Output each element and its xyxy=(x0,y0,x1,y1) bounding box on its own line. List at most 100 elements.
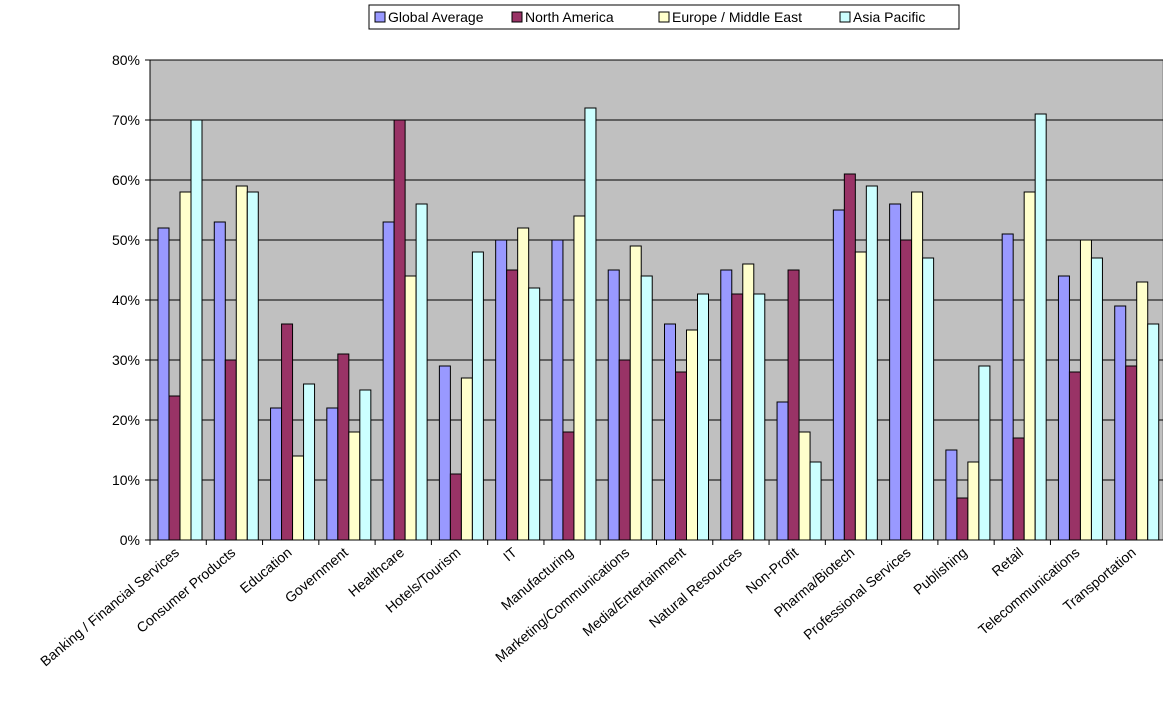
bar-europe-middle-east-6 xyxy=(517,227,530,541)
bar-europe-middle-east-10 xyxy=(742,263,755,541)
x-category-label: Telecommunications xyxy=(975,544,1082,638)
x-category-label: Media/Entertainment xyxy=(579,544,688,639)
bar-global-average-10 xyxy=(720,269,733,541)
bar-north-america-1 xyxy=(224,359,237,541)
bar-europe-middle-east-0 xyxy=(179,191,192,541)
bar-europe-middle-east-1 xyxy=(235,185,248,541)
bar-europe-middle-east-11 xyxy=(798,431,811,541)
bar-north-america-16 xyxy=(1068,371,1081,541)
bar-north-america-5 xyxy=(449,473,462,541)
bar-global-average-15 xyxy=(1001,233,1014,541)
bar-global-average-2 xyxy=(270,407,283,541)
chart-legend: Global Average North America Europe / Midd… xyxy=(368,4,960,30)
bar-global-average-11 xyxy=(776,401,789,541)
bar-global-average-9 xyxy=(664,323,676,541)
legend-swatch xyxy=(374,11,386,23)
bar-north-america-10 xyxy=(731,293,744,541)
x-category-label: Publishing xyxy=(910,544,970,598)
bar-europe-middle-east-5 xyxy=(460,377,473,541)
bar-north-america-3 xyxy=(337,353,350,541)
bar-asia-pacific-7 xyxy=(584,107,597,541)
bar-asia-pacific-13 xyxy=(922,257,935,541)
bar-north-america-6 xyxy=(506,269,519,541)
y-tick-label: 30% xyxy=(112,352,140,368)
gridlines xyxy=(150,59,1163,481)
bar-europe-middle-east-14 xyxy=(967,461,980,541)
x-category-label: Education xyxy=(237,544,295,596)
y-tick-label: 50% xyxy=(112,232,140,248)
bar-europe-middle-east-17 xyxy=(1136,281,1149,541)
bar-europe-middle-east-2 xyxy=(292,455,305,541)
bar-asia-pacific-14 xyxy=(978,365,991,541)
y-tick-label: 10% xyxy=(112,472,140,488)
y-tick-label: 20% xyxy=(112,412,140,428)
bar-north-america-11 xyxy=(787,269,800,541)
bar-north-america-12 xyxy=(843,173,856,541)
bar-north-america-9 xyxy=(675,371,687,541)
bar-global-average-6 xyxy=(495,239,508,541)
x-category-label: Natural Resources xyxy=(646,544,745,631)
bar-asia-pacific-6 xyxy=(528,287,541,541)
x-category-label: IT xyxy=(500,544,520,565)
y-tick-label: 70% xyxy=(112,112,140,128)
bar-europe-middle-east-15 xyxy=(1023,191,1036,541)
bar-asia-pacific-2 xyxy=(303,383,316,541)
bar-global-average-1 xyxy=(213,221,226,541)
legend-swatch xyxy=(839,11,851,23)
bar-global-average-5 xyxy=(438,365,451,541)
bar-asia-pacific-0 xyxy=(190,119,203,541)
bar-europe-middle-east-12 xyxy=(854,251,867,541)
bar-north-america-17 xyxy=(1125,365,1138,541)
bar-north-america-14 xyxy=(956,497,969,541)
bar-europe-middle-east-9 xyxy=(686,329,698,541)
bar-north-america-8 xyxy=(618,359,631,541)
bar-asia-pacific-8 xyxy=(640,275,653,541)
bar-asia-pacific-1 xyxy=(246,191,259,541)
bar-asia-pacific-12 xyxy=(865,185,878,541)
bar-asia-pacific-15 xyxy=(1034,113,1047,541)
bar-europe-middle-east-3 xyxy=(348,431,361,541)
bar-asia-pacific-17 xyxy=(1147,323,1160,541)
bar-asia-pacific-5 xyxy=(471,251,484,541)
y-tick-label: 80% xyxy=(112,52,140,68)
bar-global-average-17 xyxy=(1114,305,1127,541)
legend-swatch xyxy=(658,11,670,23)
bar-global-average-13 xyxy=(889,203,902,541)
legend-swatch xyxy=(511,11,523,23)
legend-label: North America xyxy=(525,9,614,25)
bar-europe-middle-east-4 xyxy=(404,275,417,541)
y-tick-label: 40% xyxy=(112,292,140,308)
legend-label: Global Average xyxy=(388,9,484,25)
bar-global-average-7 xyxy=(551,239,564,541)
bar-asia-pacific-11 xyxy=(809,461,822,541)
y-tick-label: 60% xyxy=(112,172,140,188)
bar-global-average-3 xyxy=(326,407,339,541)
bar-global-average-4 xyxy=(382,221,395,541)
bar-europe-middle-east-13 xyxy=(911,191,924,541)
y-axis-ticks: 0% 10% 20% 30% 40% 50% 60% 70% 80% xyxy=(112,52,150,548)
bar-asia-pacific-3 xyxy=(359,389,372,541)
x-category-label: Retail xyxy=(989,544,1027,579)
x-category-label: Consumer Products xyxy=(133,544,238,636)
legend-label: Europe / Middle East xyxy=(672,9,802,25)
x-category-label: Professional Services xyxy=(800,544,913,643)
bar-north-america-13 xyxy=(900,239,913,541)
bar-europe-middle-east-8 xyxy=(629,245,642,541)
bar-europe-middle-east-16 xyxy=(1079,239,1092,541)
bar-asia-pacific-10 xyxy=(753,293,766,541)
bar-asia-pacific-4 xyxy=(415,203,428,541)
bar-global-average-12 xyxy=(832,209,845,541)
bar-north-america-0 xyxy=(168,395,181,541)
bar-asia-pacific-9 xyxy=(697,293,709,541)
bar-north-america-7 xyxy=(562,431,575,541)
bar-global-average-8 xyxy=(607,269,620,541)
bar-north-america-4 xyxy=(393,119,406,541)
legend-label: Asia Pacific xyxy=(853,9,925,25)
bar-north-america-15 xyxy=(1012,437,1025,541)
bar-europe-middle-east-7 xyxy=(573,215,586,541)
bar-north-america-2 xyxy=(281,323,294,541)
bar-global-average-14 xyxy=(945,449,958,541)
bar-asia-pacific-16 xyxy=(1090,257,1103,541)
